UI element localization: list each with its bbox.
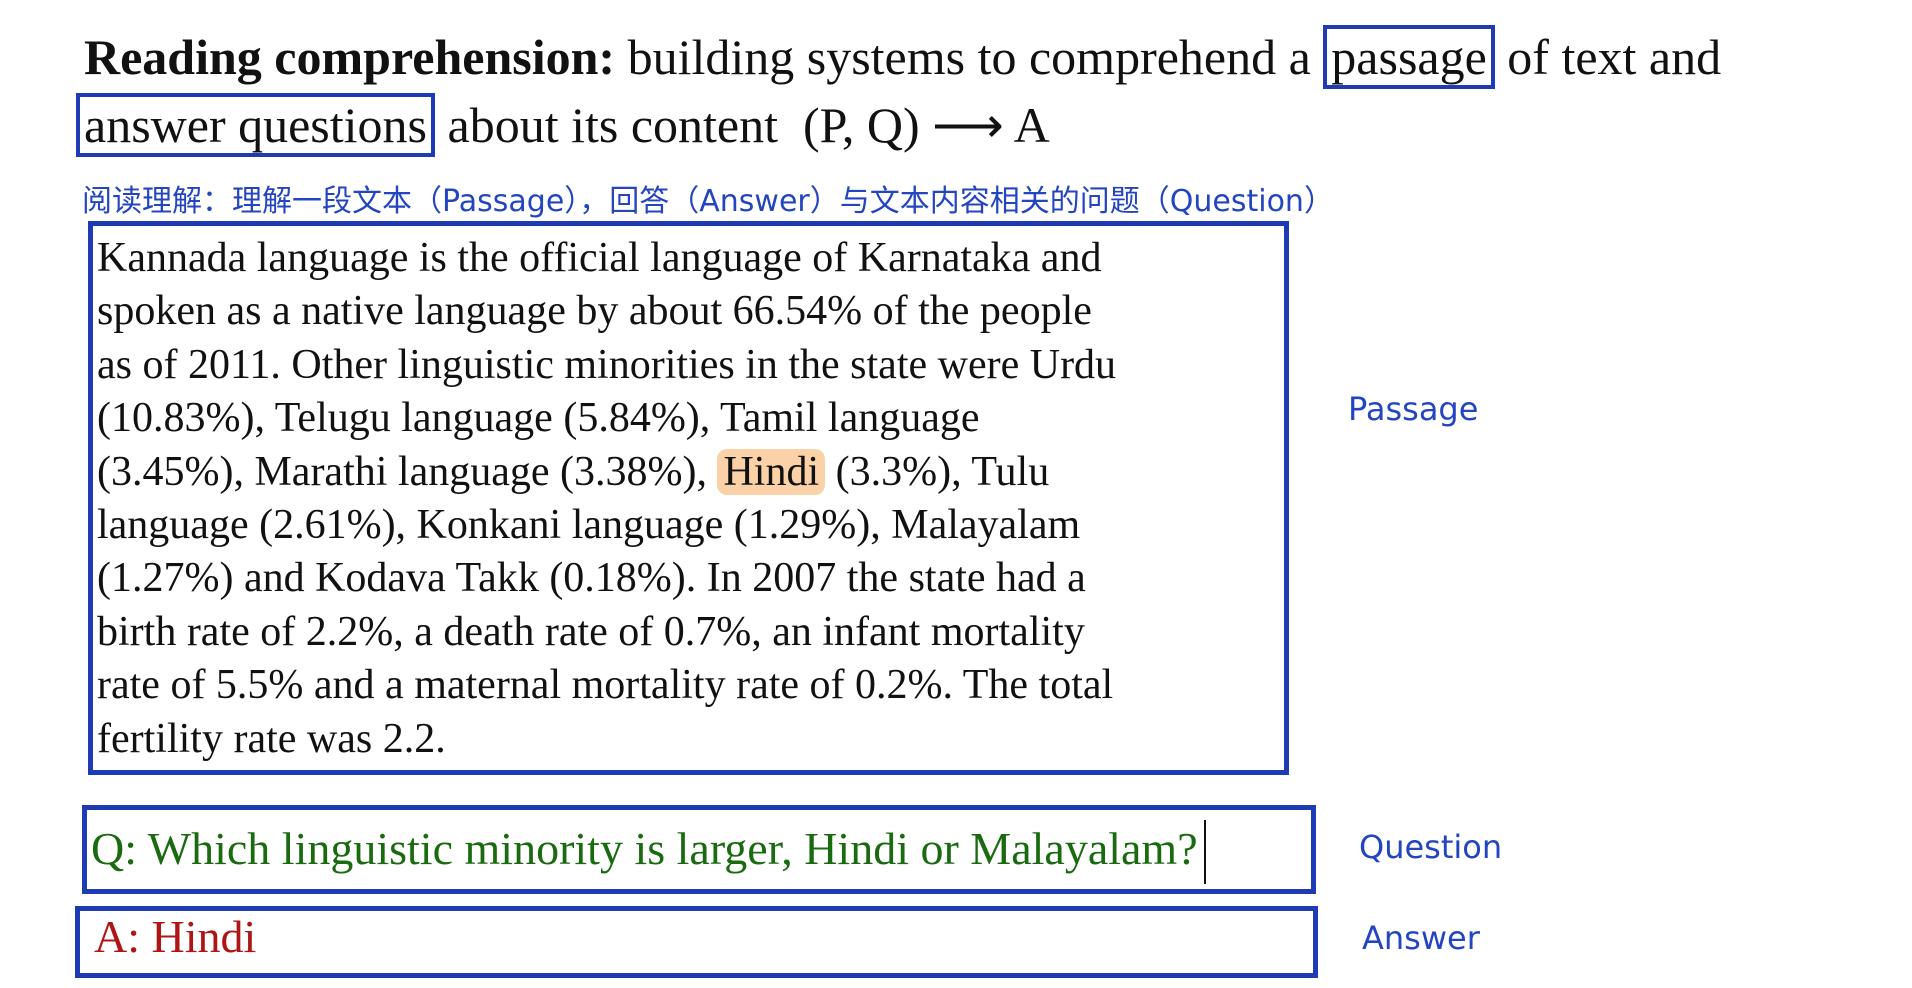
- passage-line: Kannada language is the official languag…: [97, 235, 1102, 281]
- passage-line: as of 2011. Other linguistic minorities …: [97, 341, 1117, 388]
- heading-text: about its content: [447, 97, 779, 153]
- passage-box: [88, 221, 1289, 775]
- subtitle-zh: 阅读理解：理解一段文本（Passage），回答（Answer）与文本内容相关的问…: [82, 184, 1334, 219]
- passage-text: (3.3%), Tulu: [835, 448, 1050, 495]
- heading-line-2: answer questions about its content (P, Q…: [76, 93, 1050, 157]
- question-text: Q: Which linguistic minority is larger, …: [91, 823, 1198, 874]
- passage-line: language (2.61%), Konkani language (1.29…: [97, 502, 1081, 548]
- heading-term: Reading comprehension:: [84, 29, 616, 85]
- passage-line: (1.27%) and Kodava Takk (0.18%). In 2007…: [97, 555, 1086, 602]
- passage-line: (10.83%), Telugu language (5.84%), Tamil…: [97, 395, 980, 442]
- heading-text: building systems to comprehend a: [627, 29, 1311, 85]
- question-label: Question: [1359, 828, 1503, 866]
- passage-line: (3.45%), Marathi language (3.38%), Hindi…: [97, 446, 1049, 499]
- passage-line: birth rate of 2.2%, a death rate of 0.7%…: [97, 608, 1085, 655]
- heading-text: of text and: [1507, 29, 1722, 85]
- answer-text: A: Hindi: [94, 911, 257, 962]
- passage-text: (3.45%), Marathi language (3.38%),: [97, 448, 707, 495]
- answer-label: Answer: [1362, 919, 1480, 957]
- question-box: [82, 805, 1316, 894]
- heading-line-1: Reading comprehension: building systems …: [84, 25, 1722, 89]
- passage-line: rate of 5.5% and a maternal mortality ra…: [97, 662, 1114, 709]
- formula: (P, Q) ⟶ A: [803, 97, 1050, 153]
- text-cursor: [1204, 820, 1206, 884]
- answer-highlight: Hindi: [717, 448, 826, 495]
- boxed-term: answer questions: [76, 93, 435, 157]
- answer-box: [75, 906, 1318, 978]
- boxed-term: passage: [1323, 25, 1495, 89]
- passage-line: spoken as a native language by about 66.…: [97, 288, 1092, 335]
- passage-line: fertility rate was 2.2.: [97, 715, 446, 762]
- passage-label: Passage: [1348, 390, 1479, 428]
